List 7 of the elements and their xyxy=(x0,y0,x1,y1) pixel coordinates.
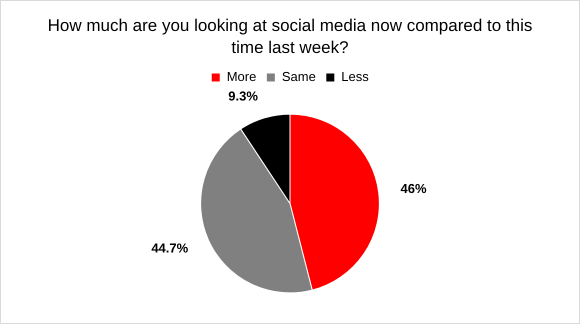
legend-label: Same xyxy=(282,69,316,84)
data-label: 9.3% xyxy=(228,88,258,104)
data-label: 44.7% xyxy=(151,240,189,256)
chart-title: How much are you looking at social media now compared to this time last week? xyxy=(46,15,534,59)
legend-label: Less xyxy=(341,69,370,84)
legend-label: More xyxy=(226,69,256,84)
data-label: 46% xyxy=(400,181,427,196)
